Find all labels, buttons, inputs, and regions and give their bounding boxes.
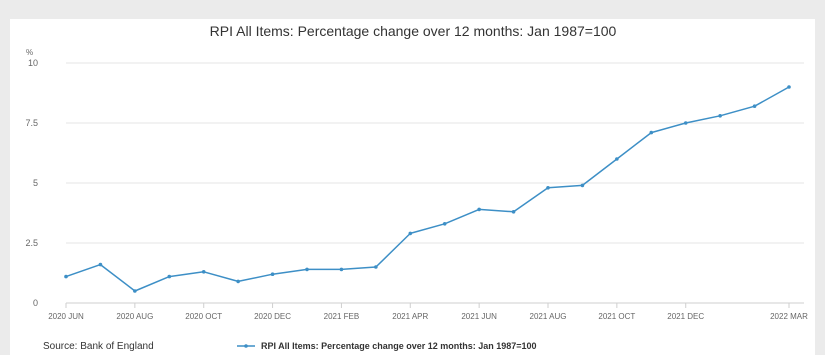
data-point[interactable] bbox=[752, 104, 757, 108]
legend[interactable]: RPI All Items: Percentage change over 12… bbox=[237, 341, 537, 351]
data-point[interactable] bbox=[305, 267, 309, 272]
x-tick-label: 2021 FEB bbox=[324, 312, 360, 321]
data-point[interactable] bbox=[374, 265, 378, 269]
legend-series-label: RPI All Items: Percentage change over 12… bbox=[261, 341, 537, 351]
data-point[interactable] bbox=[201, 270, 206, 274]
x-tick-label: 2021 APR bbox=[392, 312, 428, 321]
x-axis-ticks: 2020 JUN 2020 AUG 2020 OCT 2020 DEC 2021 FEB… bbox=[48, 303, 808, 321]
x-tick-label: 2020 JUN bbox=[48, 312, 84, 321]
y-tick-label: 7.5 bbox=[25, 118, 38, 128]
data-point[interactable] bbox=[511, 210, 516, 214]
x-tick-label: 2020 DEC bbox=[254, 312, 291, 321]
data-point[interactable] bbox=[408, 231, 413, 236]
y-tick-label: 5 bbox=[33, 178, 38, 188]
y-axis-ticks: 0 2.5 5 7.5 10 bbox=[25, 58, 38, 308]
data-point[interactable] bbox=[477, 207, 481, 212]
data-point[interactable] bbox=[133, 289, 137, 293]
legend-marker-swatch bbox=[244, 344, 248, 348]
data-point[interactable] bbox=[167, 274, 172, 279]
data-point[interactable] bbox=[64, 274, 68, 279]
data-point[interactable] bbox=[580, 183, 585, 188]
source-label: Source: Bank of England bbox=[43, 341, 154, 352]
data-point[interactable] bbox=[270, 272, 275, 276]
y-tick-label: 10 bbox=[28, 58, 38, 68]
chart-panel: RPI All Items: Percentage change over 12… bbox=[10, 19, 815, 355]
data-point[interactable] bbox=[236, 279, 240, 284]
data-point[interactable] bbox=[787, 85, 791, 89]
x-tick-label: 2020 OCT bbox=[185, 312, 222, 321]
y-tick-label: 2.5 bbox=[25, 238, 38, 248]
x-tick-label: 2021 OCT bbox=[598, 312, 635, 321]
series-layer bbox=[64, 85, 791, 293]
data-point[interactable] bbox=[683, 121, 688, 125]
data-point[interactable] bbox=[546, 186, 550, 190]
x-tick-label: 2021 AUG bbox=[530, 312, 567, 321]
data-point[interactable] bbox=[718, 114, 722, 118]
grid bbox=[66, 62, 804, 304]
chart-title: RPI All Items: Percentage change over 12… bbox=[210, 23, 617, 39]
chart-svg: RPI All Items: Percentage change over 12… bbox=[25, 23, 808, 352]
y-tick-label: 0 bbox=[33, 298, 38, 308]
x-tick-label: 2022 MAR bbox=[770, 312, 808, 321]
x-tick-label: 2020 AUG bbox=[116, 312, 153, 321]
data-point[interactable] bbox=[649, 130, 654, 135]
data-point[interactable] bbox=[98, 262, 103, 267]
data-point[interactable] bbox=[339, 267, 344, 272]
y-axis-unit: % bbox=[26, 48, 33, 57]
series-line bbox=[65, 86, 790, 292]
x-tick-label: 2021 JUN bbox=[461, 312, 497, 321]
x-tick-label: 2021 DEC bbox=[667, 312, 704, 321]
data-point[interactable] bbox=[442, 222, 447, 226]
data-point[interactable] bbox=[615, 157, 619, 161]
